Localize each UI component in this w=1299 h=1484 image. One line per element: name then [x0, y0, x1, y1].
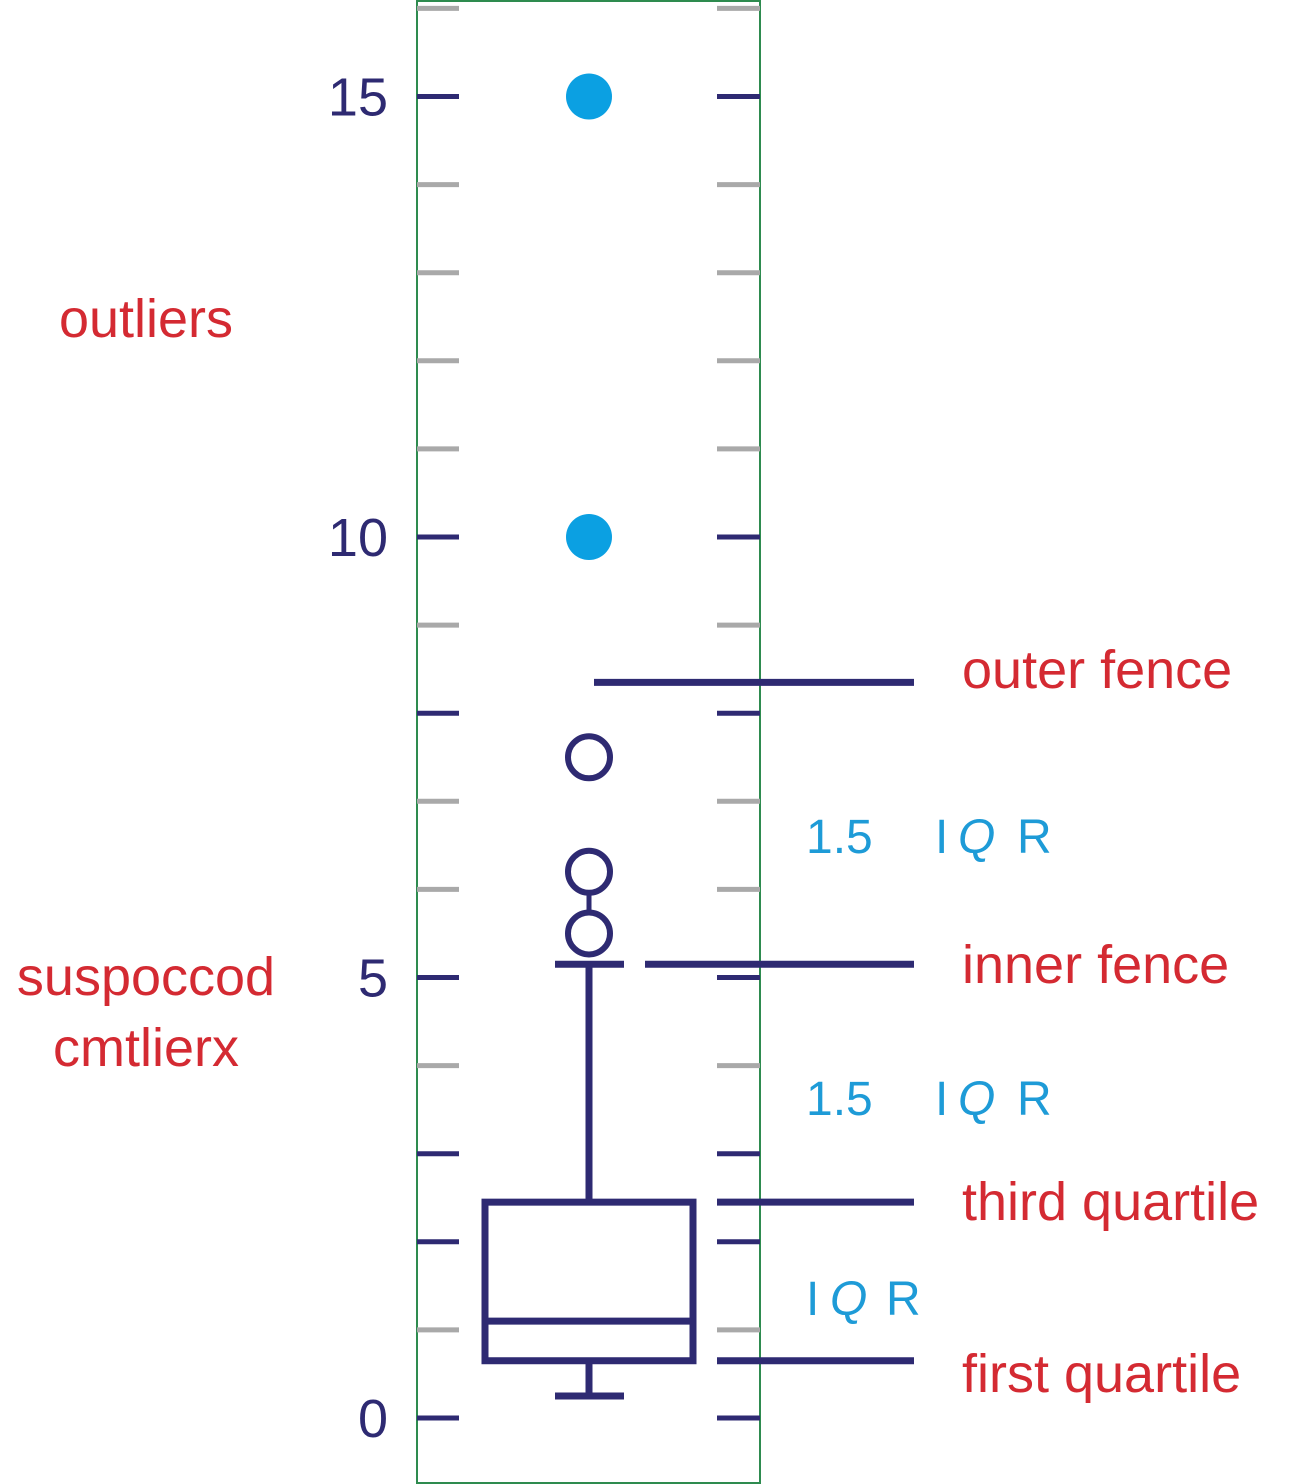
y-tick-label-0: 0: [358, 1389, 388, 1449]
inner-fence-label: inner fence: [962, 935, 1229, 995]
plot-frame: [416, 0, 761, 1484]
upper-iqr-r: R: [1017, 811, 1052, 864]
upper-iqr-multiplier: 1.5: [806, 811, 873, 864]
lower-iqr-multiplier: 1.5: [806, 1073, 873, 1126]
upper-iqr-i: I: [935, 811, 948, 864]
suspected-outliers-label-line2: cmtlierx: [53, 1018, 239, 1078]
suspected-outliers-label-line1: suspoccod: [17, 947, 275, 1007]
suspected-outlier-point-0: [565, 909, 613, 958]
y-tick-label-10: 10: [328, 508, 388, 568]
data-points: [565, 73, 613, 958]
first-quartile-label: first quartile: [962, 1344, 1241, 1404]
outer-fence-label: outer fence: [962, 640, 1232, 700]
fence-lines: [594, 678, 914, 1365]
y-tick-label-5: 5: [358, 949, 388, 1009]
suspected-outlier-point-2: [565, 733, 613, 782]
lower-iqr-q: Q: [958, 1073, 995, 1126]
third-quartile-label: third quartile: [962, 1172, 1259, 1232]
tick-labels: 0 5 10 15: [328, 68, 388, 1450]
iqr-q: Q: [830, 1273, 867, 1326]
lower-iqr-r: R: [1017, 1073, 1052, 1126]
iqr-box: [481, 1198, 697, 1365]
iqr-i: I: [806, 1273, 819, 1326]
suspected-outlier-point-1: [565, 847, 613, 896]
box-and-whiskers: [481, 960, 697, 1400]
iqr-r: R: [886, 1273, 921, 1326]
outlier-point-0: [566, 514, 612, 560]
upper-iqr-q: Q: [958, 811, 995, 864]
y-tick-label-15: 15: [328, 68, 388, 128]
outlier-point-1: [566, 73, 612, 120]
tick-marks: [417, 5, 760, 1421]
lower-iqr-i: I: [935, 1073, 948, 1126]
outliers-label: outliers: [59, 289, 233, 349]
